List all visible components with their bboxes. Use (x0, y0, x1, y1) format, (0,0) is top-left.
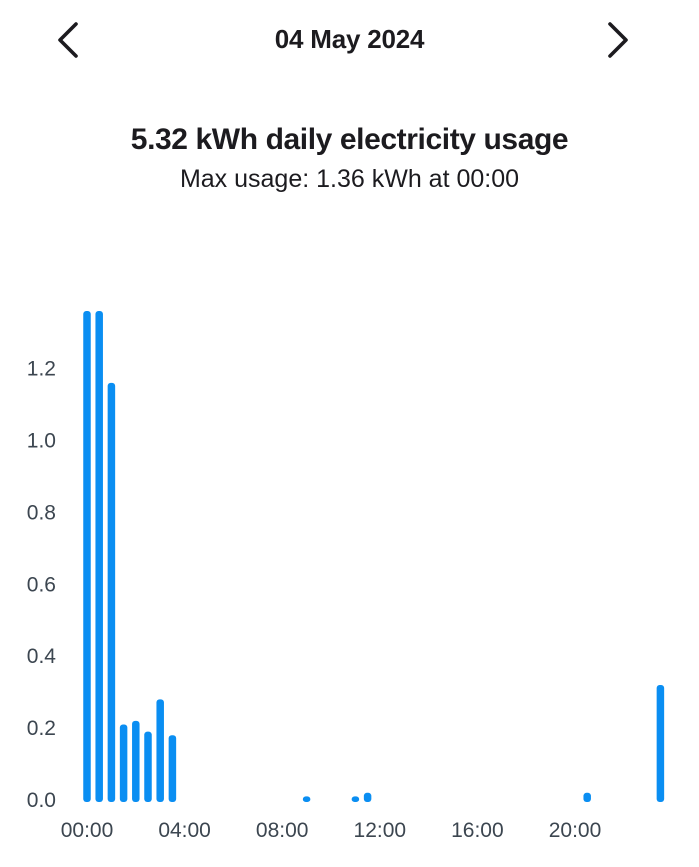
usage-summary: 5.32 kWh daily electricity usage Max usa… (0, 120, 699, 196)
x-tick-label: 08:00 (256, 819, 309, 842)
usage-bar[interactable] (107, 382, 116, 802)
x-tick-label: 20:00 (549, 819, 602, 842)
usage-bar[interactable] (83, 311, 91, 802)
usage-bar[interactable] (351, 796, 360, 802)
y-tick-label: 0.6 (27, 573, 56, 596)
usage-bar[interactable] (656, 684, 665, 802)
y-tick-label: 0.8 (27, 501, 56, 524)
date-header: 04 May 2024 (0, 0, 699, 82)
date-title: 04 May 2024 (274, 24, 425, 54)
chevron-left-icon (58, 22, 78, 58)
x-tick-label: 00:00 (61, 819, 114, 842)
x-tick-label: 04:00 (158, 819, 211, 842)
usage-bar[interactable] (583, 792, 591, 802)
usage-bar[interactable] (144, 731, 152, 802)
usage-bar-chart: 0.0 0.2 0.4 0.6 0.8 1.0 1.2 00:00 04:00 08:00 12:… (27, 311, 665, 842)
y-tick-label: 1.2 (27, 358, 56, 381)
y-tick-label: 1.0 (27, 429, 56, 452)
usage-bar[interactable] (302, 796, 311, 802)
chevron-right-icon (608, 22, 628, 58)
x-tick-label: 12:00 (354, 819, 407, 842)
usage-bar[interactable] (168, 735, 177, 802)
usage-bar[interactable] (95, 311, 103, 802)
daily-usage-title: 5.32 kWh daily electricity usage (130, 123, 569, 156)
y-tick-label: 0.0 (27, 789, 56, 812)
y-axis: 0.0 0.2 0.4 0.6 0.8 1.0 1.2 (27, 358, 57, 812)
y-tick-label: 0.2 (27, 717, 56, 740)
usage-bar[interactable] (132, 720, 140, 802)
y-tick-label: 0.4 (27, 645, 57, 668)
next-day-button[interactable] (588, 12, 644, 68)
max-usage-subtitle: Max usage: 1.36 kWh at 00:00 (179, 165, 520, 193)
x-axis: 00:00 04:00 08:00 12:00 16:00 20:00 (61, 819, 602, 842)
usage-bar[interactable] (363, 792, 372, 802)
previous-day-button[interactable] (42, 12, 98, 68)
usage-bar[interactable] (156, 699, 164, 802)
x-tick-label: 16:00 (451, 819, 504, 842)
bars (83, 311, 665, 802)
usage-bar[interactable] (119, 724, 128, 802)
